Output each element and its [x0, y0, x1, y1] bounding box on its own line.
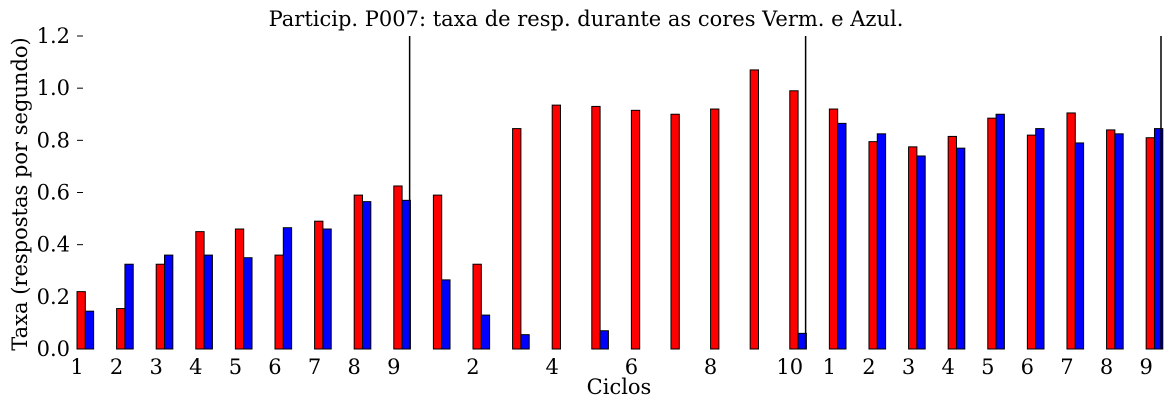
red-bar — [670, 113, 680, 350]
red-bar — [630, 109, 641, 350]
blue-bar — [520, 334, 530, 350]
blue-bar — [1074, 142, 1085, 350]
x-tick-label: 3 — [150, 355, 163, 379]
x-tick-label: 7 — [1060, 355, 1073, 379]
red-bar — [1145, 137, 1155, 350]
red-bar — [947, 135, 957, 350]
y-tick-label: 0.2 — [37, 285, 70, 309]
blue-bar — [282, 227, 293, 350]
blue-bar — [124, 263, 134, 350]
red-bar — [551, 104, 561, 350]
blue-bar — [916, 155, 926, 350]
blue-bar — [243, 257, 253, 350]
y-tick-label: 0.6 — [37, 181, 70, 205]
red-bar — [749, 69, 759, 350]
red-bar — [828, 108, 839, 350]
x-tick-label: 2 — [110, 355, 123, 379]
x-tick-label: 8 — [704, 355, 717, 379]
blue-bar — [441, 279, 451, 350]
blue-bar — [1153, 128, 1164, 350]
red-bar — [512, 128, 522, 350]
x-tick-label: 5 — [229, 355, 242, 379]
x-tick-label: 1 — [823, 355, 836, 379]
blue-bar — [480, 314, 491, 350]
blue-bar — [401, 199, 411, 350]
red-bar — [472, 263, 482, 350]
red-bar — [710, 108, 720, 350]
y-tick-label: 1.0 — [37, 76, 70, 100]
blue-bar — [876, 133, 887, 350]
x-tick-label: 2 — [862, 355, 875, 379]
y-axis-label: Taxa (respostas por segundo) — [8, 37, 32, 350]
red-bar — [789, 90, 799, 350]
y-tick-label: 0.4 — [37, 233, 70, 257]
x-tick-label: 1 — [70, 355, 83, 379]
red-bar — [432, 194, 443, 350]
x-axis-label: Ciclos — [587, 375, 652, 399]
red-bar — [393, 185, 403, 350]
y-tick-label: 0.8 — [37, 128, 70, 152]
blue-bar — [797, 332, 807, 350]
red-bar — [274, 254, 284, 350]
x-tick-label: 10 — [776, 355, 803, 379]
x-tick-label: 3 — [902, 355, 915, 379]
red-bar — [908, 146, 918, 350]
x-tick-label: 4 — [545, 355, 558, 379]
x-tick-label: 6 — [1021, 355, 1034, 379]
blue-bar — [164, 254, 174, 350]
blue-bar — [362, 201, 372, 350]
red-bar — [314, 220, 324, 350]
red-bar — [987, 117, 997, 350]
blue-bar — [1114, 133, 1124, 350]
blue-bar — [837, 122, 847, 350]
x-tick-label: 4 — [941, 355, 954, 379]
red-bar — [195, 231, 205, 350]
red-bar — [1026, 134, 1037, 350]
x-tick-label: 4 — [189, 355, 202, 379]
y-tick-label: 0.0 — [37, 337, 70, 361]
red-bar — [353, 194, 364, 350]
red-bar — [1106, 129, 1116, 350]
red-bar — [116, 308, 126, 350]
x-tick-label: 8 — [1100, 355, 1113, 379]
y-tick-label: 1.2 — [37, 24, 70, 48]
blue-bar — [955, 147, 966, 350]
blue-bar — [84, 310, 95, 350]
blue-bar — [599, 330, 609, 350]
x-tick-label: 5 — [981, 355, 994, 379]
red-bar — [591, 105, 601, 350]
red-bar — [76, 291, 86, 350]
x-tick-label: 9 — [387, 355, 400, 379]
blue-bar — [203, 254, 213, 350]
x-tick-label: 6 — [268, 355, 281, 379]
x-tick-label: 2 — [466, 355, 479, 379]
red-bar — [868, 141, 878, 350]
x-tick-label: 6 — [625, 355, 638, 379]
x-tick-label: 9 — [1139, 355, 1152, 379]
x-tick-label: 7 — [308, 355, 321, 379]
red-bar — [155, 263, 166, 350]
blue-bar — [995, 113, 1005, 350]
plot-area: 0.00.20.40.60.81.01.21 2 3 4 5 6 7 8 9 2 4 6 8 10 1 2 3 4… — [37, 24, 1164, 379]
blue-bar — [322, 228, 332, 350]
red-bar — [234, 228, 245, 350]
chart-title: Particip. P007: taxa de resp. durante as… — [269, 7, 904, 31]
x-tick-label: 8 — [348, 355, 361, 379]
blue-bar — [1035, 128, 1045, 350]
red-bar — [1066, 112, 1076, 350]
